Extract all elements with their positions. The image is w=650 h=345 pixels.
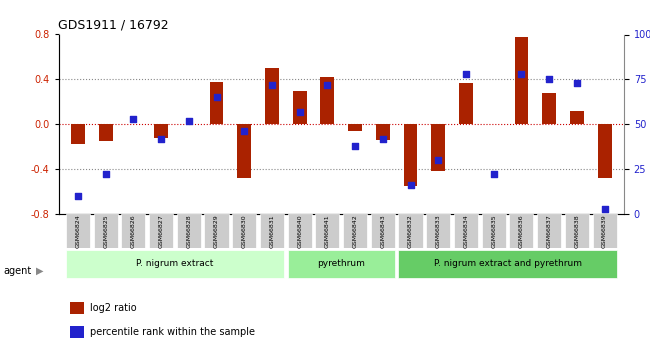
Bar bbox=[292, 90, 307, 124]
FancyBboxPatch shape bbox=[398, 214, 422, 248]
Text: P. nigrum extract: P. nigrum extract bbox=[136, 259, 214, 268]
Point bbox=[406, 183, 416, 188]
FancyBboxPatch shape bbox=[232, 214, 256, 248]
Bar bbox=[542, 93, 556, 124]
Point bbox=[294, 109, 305, 115]
Text: GSM66839: GSM66839 bbox=[602, 214, 607, 248]
Text: GSM66826: GSM66826 bbox=[131, 214, 136, 248]
Text: GSM66837: GSM66837 bbox=[547, 214, 552, 248]
Text: GSM66841: GSM66841 bbox=[325, 214, 330, 248]
Text: GSM66842: GSM66842 bbox=[352, 214, 358, 248]
FancyBboxPatch shape bbox=[177, 214, 201, 248]
Text: GDS1911 / 16792: GDS1911 / 16792 bbox=[58, 19, 169, 32]
FancyBboxPatch shape bbox=[398, 250, 617, 278]
Point bbox=[266, 82, 277, 88]
Bar bbox=[99, 124, 112, 141]
FancyBboxPatch shape bbox=[94, 214, 118, 248]
Point bbox=[239, 129, 250, 134]
Point bbox=[461, 71, 471, 77]
Point bbox=[322, 82, 333, 88]
FancyBboxPatch shape bbox=[287, 214, 312, 248]
Text: GSM66830: GSM66830 bbox=[242, 214, 247, 248]
Bar bbox=[70, 326, 84, 338]
Text: GSM66832: GSM66832 bbox=[408, 214, 413, 248]
Point bbox=[544, 77, 554, 82]
Text: GSM66838: GSM66838 bbox=[575, 214, 579, 248]
Point bbox=[599, 206, 610, 211]
Text: P. nigrum extract and pyrethrum: P. nigrum extract and pyrethrum bbox=[434, 259, 582, 268]
Bar bbox=[71, 124, 85, 144]
Text: agent: agent bbox=[3, 266, 31, 276]
FancyBboxPatch shape bbox=[205, 214, 229, 248]
Bar bbox=[70, 302, 84, 314]
Bar bbox=[515, 37, 528, 124]
Text: GSM66833: GSM66833 bbox=[436, 214, 441, 248]
FancyBboxPatch shape bbox=[122, 214, 146, 248]
Text: GSM66840: GSM66840 bbox=[297, 214, 302, 248]
Point bbox=[433, 157, 443, 163]
Point bbox=[156, 136, 166, 141]
FancyBboxPatch shape bbox=[454, 214, 478, 248]
Point bbox=[183, 118, 194, 124]
Text: GSM66834: GSM66834 bbox=[463, 214, 469, 248]
Point bbox=[211, 95, 222, 100]
FancyBboxPatch shape bbox=[426, 214, 450, 248]
FancyBboxPatch shape bbox=[565, 214, 589, 248]
Bar bbox=[209, 81, 224, 124]
FancyBboxPatch shape bbox=[149, 214, 173, 248]
Text: GSM66825: GSM66825 bbox=[103, 214, 108, 248]
FancyBboxPatch shape bbox=[315, 214, 339, 248]
Point bbox=[572, 80, 582, 86]
Text: GSM66835: GSM66835 bbox=[491, 214, 496, 248]
Text: GSM66831: GSM66831 bbox=[270, 214, 274, 248]
FancyBboxPatch shape bbox=[593, 214, 617, 248]
Text: GSM66828: GSM66828 bbox=[187, 214, 191, 248]
Bar bbox=[320, 77, 334, 124]
FancyBboxPatch shape bbox=[66, 214, 90, 248]
FancyBboxPatch shape bbox=[482, 214, 506, 248]
Bar bbox=[597, 124, 612, 178]
Text: log2 ratio: log2 ratio bbox=[90, 303, 136, 313]
Bar bbox=[404, 124, 417, 186]
Point bbox=[350, 143, 360, 148]
FancyBboxPatch shape bbox=[343, 214, 367, 248]
Bar bbox=[376, 124, 390, 140]
Text: GSM66843: GSM66843 bbox=[380, 214, 385, 248]
Bar bbox=[570, 111, 584, 124]
FancyBboxPatch shape bbox=[287, 250, 395, 278]
Text: pyrethrum: pyrethrum bbox=[317, 259, 365, 268]
Text: ▶: ▶ bbox=[36, 266, 44, 276]
FancyBboxPatch shape bbox=[370, 214, 395, 248]
FancyBboxPatch shape bbox=[510, 214, 534, 248]
Bar bbox=[237, 124, 251, 178]
Point bbox=[128, 116, 138, 121]
Point bbox=[73, 193, 83, 199]
Text: percentile rank within the sample: percentile rank within the sample bbox=[90, 327, 255, 337]
Point bbox=[378, 136, 388, 141]
FancyBboxPatch shape bbox=[537, 214, 561, 248]
Point bbox=[100, 172, 110, 177]
FancyBboxPatch shape bbox=[260, 214, 284, 248]
Bar bbox=[459, 83, 473, 124]
Bar bbox=[432, 124, 445, 171]
Point bbox=[489, 172, 499, 177]
Text: GSM66836: GSM66836 bbox=[519, 214, 524, 248]
Text: GSM66829: GSM66829 bbox=[214, 214, 219, 248]
Text: GSM66824: GSM66824 bbox=[75, 214, 81, 248]
Point bbox=[516, 71, 526, 77]
Bar bbox=[265, 68, 279, 124]
Text: GSM66827: GSM66827 bbox=[159, 214, 164, 248]
Bar bbox=[154, 124, 168, 138]
FancyBboxPatch shape bbox=[66, 250, 284, 278]
Bar bbox=[348, 124, 362, 131]
